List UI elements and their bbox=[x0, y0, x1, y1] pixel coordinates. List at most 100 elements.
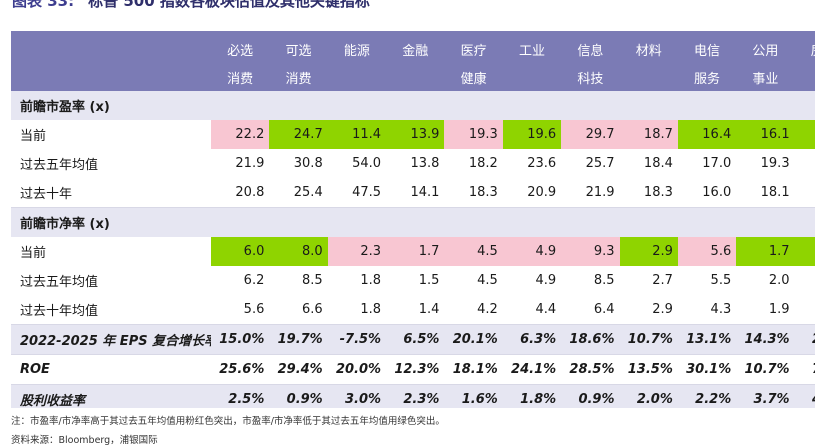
sector-header-line2 bbox=[327, 63, 387, 91]
stat-value-cell: 10.7% bbox=[736, 354, 795, 385]
sector-header-line1: 电信 bbox=[677, 31, 737, 63]
value-cell: 19.6 bbox=[502, 120, 562, 149]
section-spacer-cell bbox=[269, 91, 328, 120]
value-cell: 3.3 bbox=[795, 266, 815, 295]
value-cell: 18.4 bbox=[643, 156, 673, 171]
sector-header-line2: 产 bbox=[794, 63, 815, 91]
value-cell: 4.9 bbox=[535, 273, 557, 288]
row-label: 当前 bbox=[20, 246, 47, 261]
value-cell: 47.5 bbox=[327, 178, 387, 208]
value-cell: 19.3 bbox=[444, 120, 503, 149]
table-row: 当前6.08.02.31.74.54.99.32.95.61.72.7 bbox=[11, 237, 815, 266]
value-cell: 16.0 bbox=[677, 178, 737, 208]
value-cell: 20.9 bbox=[502, 178, 562, 208]
sector-header-line2: 事业 bbox=[736, 63, 795, 91]
table-body: 前瞻市盈率 (x) 当前 22.2 24.7 11.4 13.9 19.3 19.6 29.7 1… bbox=[11, 91, 815, 408]
value-cell: 2.6 bbox=[794, 295, 815, 325]
value-cell: 5.5 bbox=[710, 273, 732, 288]
value-cell: 8.0 bbox=[269, 237, 328, 266]
value-cell: 19.3 bbox=[760, 156, 790, 171]
value-cell: 13.9 bbox=[386, 120, 445, 149]
value-cell: 1.7 bbox=[736, 237, 795, 266]
stat-value-cell: 24.1% bbox=[502, 354, 562, 385]
stat-value-cell: 6.3% bbox=[502, 324, 562, 355]
value-cell: 1.4 bbox=[386, 295, 445, 325]
section-spacer-cell bbox=[211, 91, 270, 120]
stat-value-cell: 29.4% bbox=[269, 354, 328, 385]
stat-row: 股利收益率 2.5% 0.9% 3.0% 2.3% 1.6% 1.8% 0.9% 2.0% 2.2… bbox=[11, 384, 815, 408]
figure-title: 图表 33: 标普 500 指数各板块估值及其他关键指标 bbox=[12, 0, 370, 12]
section-spacer-cell bbox=[736, 91, 795, 120]
section-spacer-cell bbox=[502, 207, 562, 237]
value-cell: 1.8 bbox=[327, 295, 387, 325]
value-cell: 2.3 bbox=[327, 237, 387, 266]
stat-value-cell: 10.7% bbox=[619, 324, 678, 355]
value-cell: 33.7 bbox=[794, 120, 815, 149]
section-spacer-cell bbox=[794, 207, 815, 237]
value-cell: 18.2 bbox=[468, 156, 498, 171]
table-row: 当前 22.2 24.7 11.4 13.9 19.3 19.6 29.7 18.7 16.4 16… bbox=[11, 120, 815, 149]
sector-header-line2: 健康 bbox=[444, 63, 503, 91]
row-label: 过去十年 bbox=[11, 178, 211, 208]
stat-value-cell: -7.5% bbox=[327, 324, 387, 355]
stat-label: 股利收益率 bbox=[11, 384, 211, 408]
sector-header-line1: 可选 bbox=[269, 31, 328, 63]
value-cell: 1.9 bbox=[736, 295, 795, 325]
value-cell: 25.4 bbox=[269, 178, 328, 208]
value-cell: 8.5 bbox=[593, 273, 615, 288]
stat-value-cell: 18.1% bbox=[444, 354, 503, 385]
row-label: 过去五年均值 bbox=[20, 275, 99, 290]
sector-header-line2: 服务 bbox=[677, 63, 737, 91]
stat-value-cell: 13.5% bbox=[619, 354, 678, 385]
stat-value-cell: 4.2% bbox=[794, 384, 815, 408]
section-spacer-cell bbox=[386, 207, 445, 237]
section-header-row: 前瞻市净率 (x) bbox=[11, 207, 815, 237]
footnote: 注：市盈率/市净率高于其过去五年均值用粉红色突出，市盈率/市净率低于其过去五年均… bbox=[11, 416, 445, 427]
value-cell: 29.7 bbox=[561, 120, 620, 149]
value-cell: 14.1 bbox=[386, 178, 445, 208]
section-header-row: 前瞻市盈率 (x) bbox=[11, 91, 815, 120]
sector-header-line1: 工业 bbox=[502, 31, 562, 63]
section-spacer-cell bbox=[677, 207, 737, 237]
value-cell: 6.2 bbox=[243, 273, 265, 288]
section-label: 前瞻市盈率 (x) bbox=[11, 91, 211, 120]
stat-value-cell: 2.0% bbox=[619, 384, 678, 408]
stat-value-cell: 12.3% bbox=[386, 354, 445, 385]
sector-header-line2 bbox=[619, 63, 678, 91]
value-cell: 24.7 bbox=[269, 120, 328, 149]
sector-header-line1: 医疗 bbox=[444, 31, 503, 63]
value-cell: 5.6 bbox=[677, 237, 737, 266]
sector-header-line1: 材料 bbox=[619, 31, 678, 63]
value-cell: 40.1 bbox=[794, 178, 815, 208]
section-spacer-cell bbox=[619, 91, 678, 120]
value-cell: 4.4 bbox=[502, 295, 562, 325]
sector-header-line1: 信息 bbox=[561, 31, 620, 63]
stat-value-cell: 2.2% bbox=[677, 384, 737, 408]
value-cell: 9.3 bbox=[561, 237, 620, 266]
stat-value-cell: 3.0% bbox=[327, 384, 387, 408]
stat-value-cell: 19.7% bbox=[269, 324, 328, 355]
value-cell: 23.6 bbox=[527, 156, 557, 171]
stat-value-cell: 20.0% bbox=[327, 354, 387, 385]
stat-value-cell: 0.9% bbox=[269, 384, 328, 408]
section-spacer-cell bbox=[736, 207, 795, 237]
section-spacer-cell bbox=[444, 207, 503, 237]
value-cell: 4.9 bbox=[502, 237, 562, 266]
stat-value-cell: 1.8% bbox=[502, 384, 562, 408]
stat-label: ROE bbox=[11, 354, 211, 385]
value-cell: 21.9 bbox=[235, 156, 265, 171]
row-label: 过去十年均值 bbox=[11, 295, 211, 325]
section-spacer-cell bbox=[561, 91, 620, 120]
stat-row: ROE 25.6% 29.4% 20.0% 12.3% 18.1% 24.1% 28.5% 13… bbox=[11, 354, 815, 385]
stat-value-cell: 15.0% bbox=[211, 324, 270, 355]
section-spacer-cell bbox=[327, 91, 387, 120]
stat-value-cell: 20.1% bbox=[444, 324, 503, 355]
value-cell: 30.8 bbox=[293, 156, 323, 171]
table-row: 过去五年均值 21.9 30.8 54.0 13.8 18.2 23.6 25.7 18.4 17… bbox=[11, 149, 815, 178]
value-cell: 8.5 bbox=[302, 273, 323, 288]
stat-value-cell: 0.9% bbox=[561, 384, 620, 408]
